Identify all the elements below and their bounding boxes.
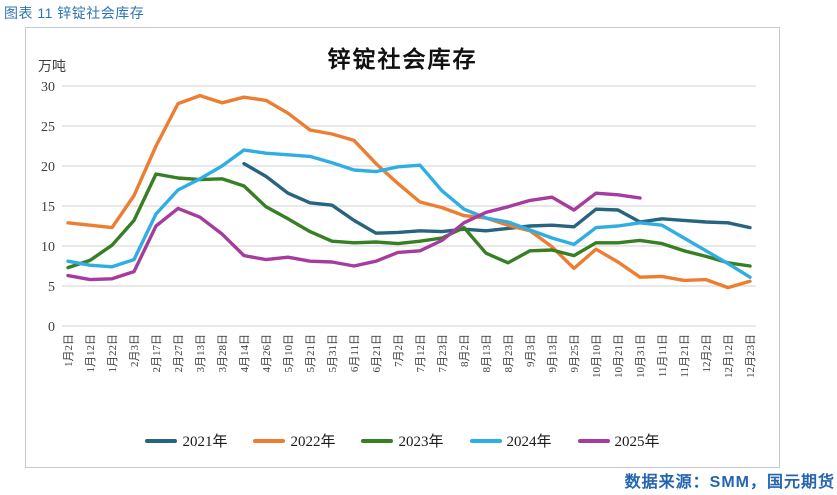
x-tick-label: 10月21日 xyxy=(613,334,625,378)
x-tick-label: 4月26日 xyxy=(261,334,273,373)
x-tick-label: 7月23日 xyxy=(437,334,449,373)
x-tick-label: 9月3日 xyxy=(525,334,537,367)
legend-line-swatch xyxy=(145,438,178,443)
x-tick-label: 1月22日 xyxy=(107,334,119,373)
x-tick-label: 8月13日 xyxy=(481,334,493,373)
legend-item-2022年: 2022年 xyxy=(253,430,335,451)
legend-line-swatch xyxy=(253,438,286,443)
legend-line-swatch xyxy=(469,438,502,443)
x-tick-label: 10月31日 xyxy=(635,334,647,378)
y-tick-label: 0 xyxy=(48,320,55,335)
x-tick-label: 6月21日 xyxy=(371,334,383,373)
x-tick-label: 9月25日 xyxy=(569,334,581,373)
chart-container: 0 5 10 15 20 25 30 1月2日 1月12日 1月22日 2月3日 2月17日 2月27日… xyxy=(25,27,780,468)
legend-item-2024年: 2024年 xyxy=(469,430,552,451)
x-tick-label: 8月2日 xyxy=(459,334,471,367)
x-tick-label: 3月28日 xyxy=(217,334,229,373)
x-tick-label: 7月2日 xyxy=(393,334,405,367)
legend-label: 2022年 xyxy=(290,434,336,450)
y-tick-label: 10 xyxy=(41,240,55,255)
legend-label: 2021年 xyxy=(182,434,228,450)
series-line-2025年 xyxy=(66,191,642,282)
y-tick-label: 15 xyxy=(41,200,55,215)
legend-item-2025年: 2025年 xyxy=(577,430,660,451)
x-tick-label: 8月23日 xyxy=(503,334,515,373)
x-tick-label: 6月11日 xyxy=(349,334,361,372)
y-tick-label: 20 xyxy=(41,160,55,175)
x-tick-label: 10月10日 xyxy=(591,334,603,378)
y-axis-unit-label: 万吨 xyxy=(38,60,66,75)
x-tick-label: 12月2日 xyxy=(701,334,713,373)
x-tick-label: 2月3日 xyxy=(129,334,141,367)
series-line-2023年 xyxy=(66,172,752,270)
chart-title: 锌锭社会库存 xyxy=(327,47,478,72)
x-tick-label: 2月17日 xyxy=(151,334,163,373)
x-tick-label: 12月23日 xyxy=(745,334,757,378)
series-line-2024年 xyxy=(66,148,752,279)
legend-line-swatch xyxy=(577,438,610,443)
legend-label: 2024年 xyxy=(506,434,552,450)
chart-plot: 0 5 10 15 20 25 30 1月2日 1月12日 1月22日 2月3日 2月17日 2月27日… xyxy=(41,80,757,378)
legend-item-2021年: 2021年 xyxy=(145,430,227,451)
legend-line-swatch xyxy=(361,438,394,443)
legend-item-2023年: 2023年 xyxy=(361,430,444,451)
x-tick-label: 5月31日 xyxy=(327,334,339,373)
x-tick-label: 2月27日 xyxy=(173,334,185,373)
legend-label: 2023年 xyxy=(398,434,444,450)
series-line-2022年 xyxy=(66,93,752,290)
y-tick-label: 30 xyxy=(41,80,55,95)
x-tick-label: 5月21日 xyxy=(305,334,317,373)
y-tick-label: 25 xyxy=(41,120,55,135)
x-tick-label: 11月21日 xyxy=(679,334,691,378)
x-tick-label: 1月2日 xyxy=(63,334,75,367)
data-source-note: 数据来源：SMM，国元期货 xyxy=(624,474,835,491)
chart-legend: 2021年 2022年 2023年 2024年 2025年 xyxy=(26,430,779,451)
x-tick-label: 12月12日 xyxy=(723,334,735,378)
x-tick-label: 5月10日 xyxy=(283,334,295,373)
x-tick-label: 1月12日 xyxy=(85,334,97,373)
series-line-2021年 xyxy=(242,161,752,235)
figure-caption: 图表 11 锌锭社会库存 xyxy=(4,5,145,21)
x-tick-label: 4月14日 xyxy=(239,334,251,373)
legend-label: 2025年 xyxy=(614,434,660,450)
x-tick-label: 9月13日 xyxy=(547,334,559,373)
y-tick-label: 5 xyxy=(48,280,55,295)
x-tick-label: 11月11日 xyxy=(657,334,669,377)
x-tick-label: 7月12日 xyxy=(415,334,427,373)
x-tick-label: 3月13日 xyxy=(195,334,207,373)
